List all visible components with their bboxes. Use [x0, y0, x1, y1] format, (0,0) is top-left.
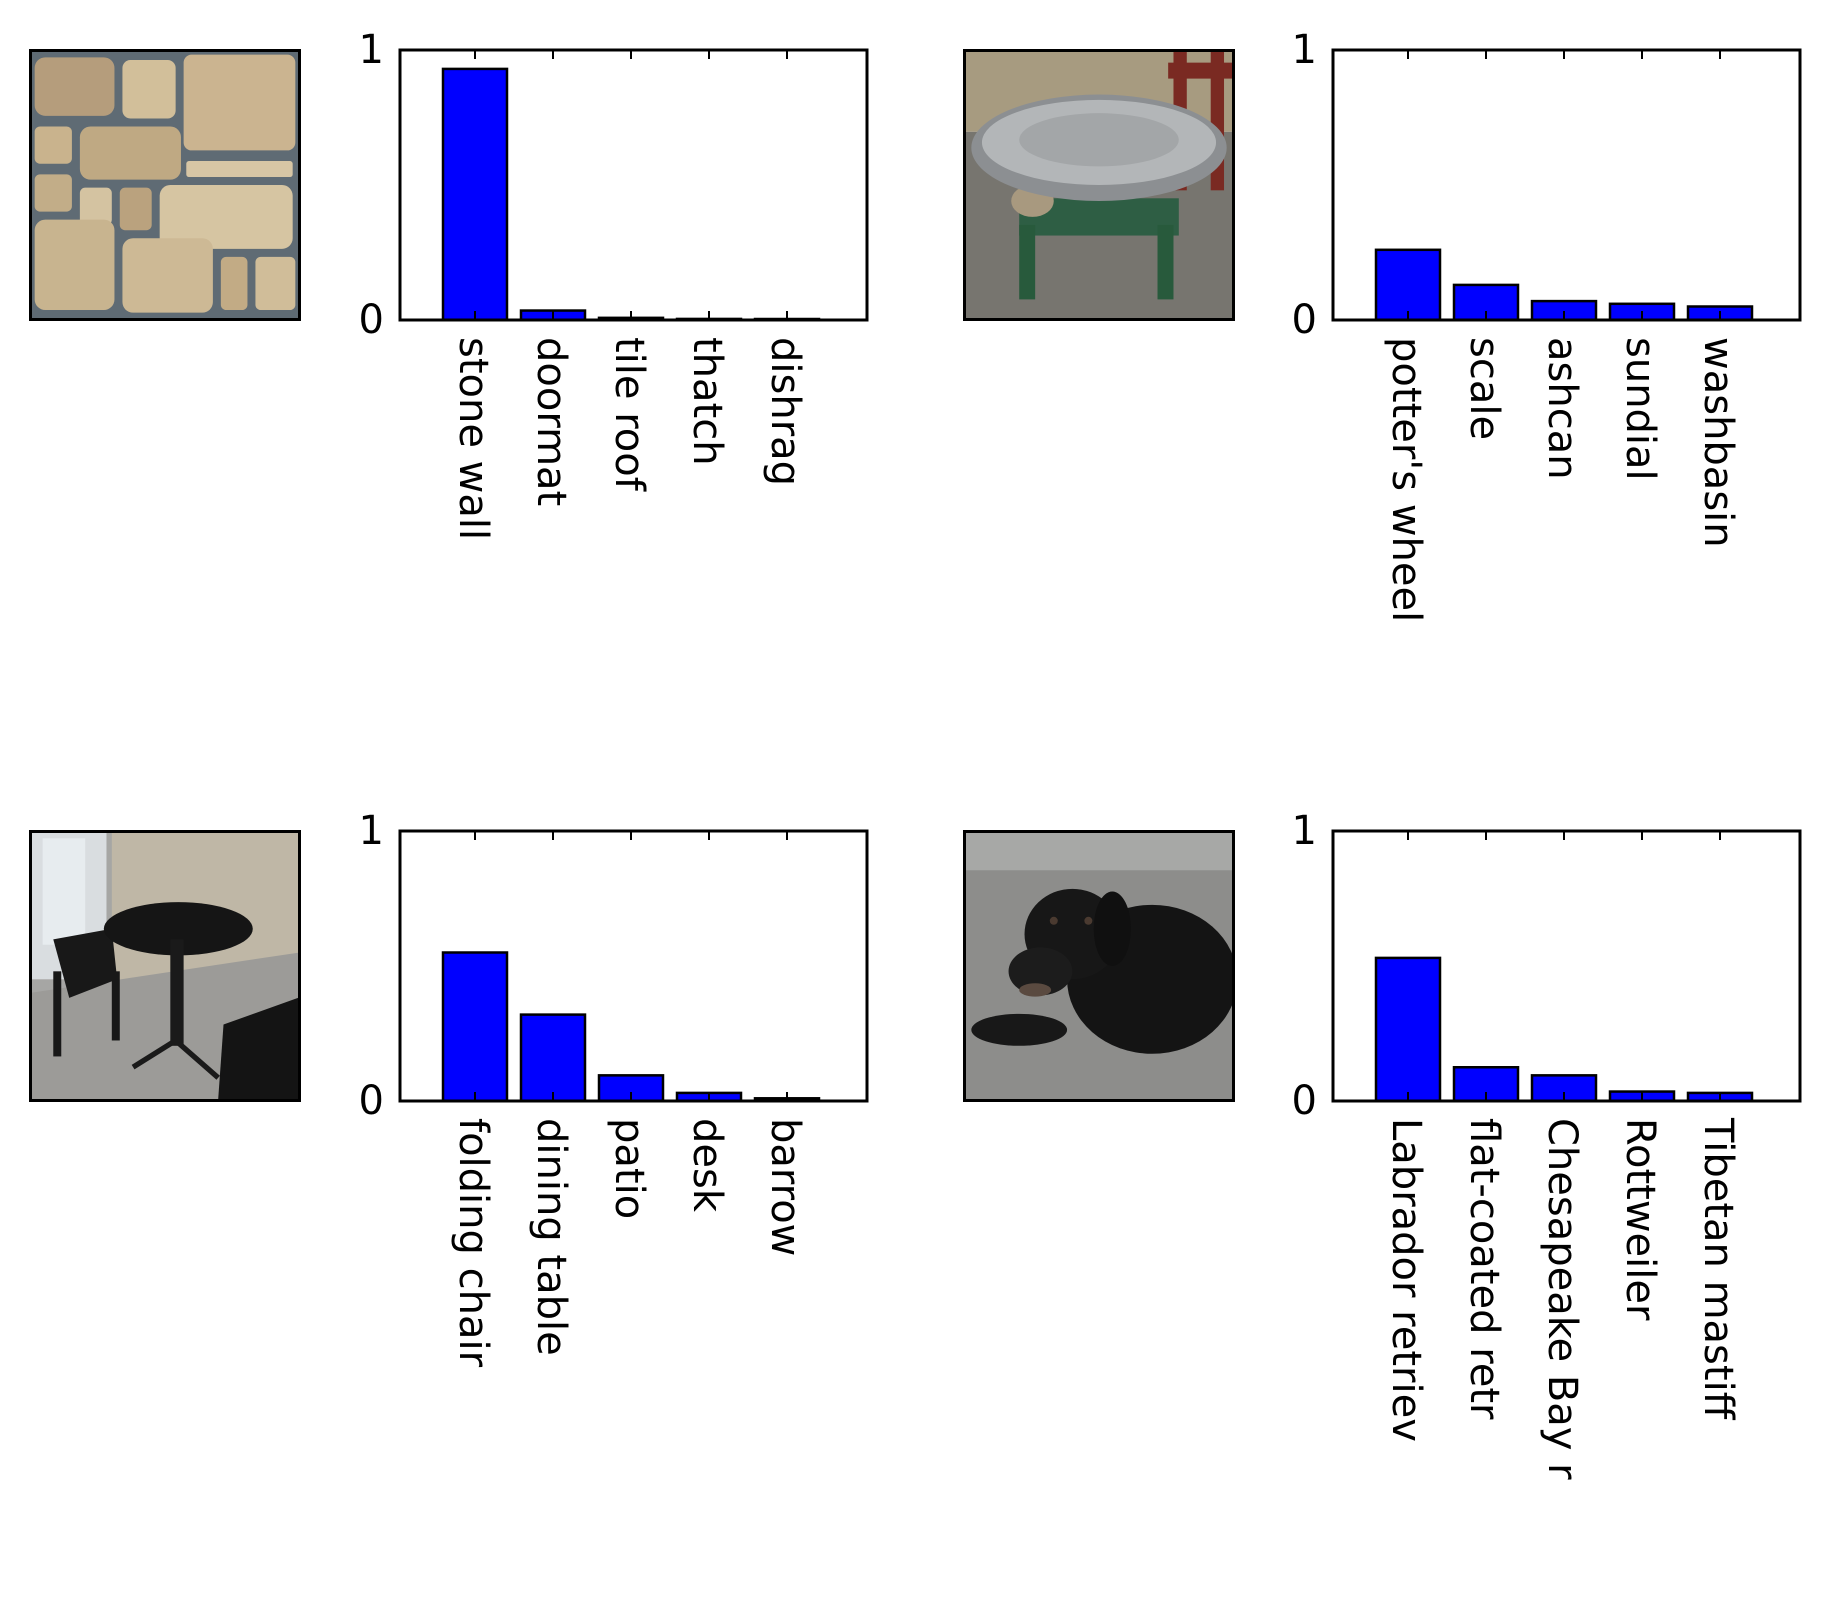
y-tick-label-max: 1 — [1292, 27, 1317, 73]
category-label: dining table — [528, 1118, 574, 1356]
bar-3-1 — [441, 951, 509, 1103]
patio-image — [32, 833, 298, 1099]
category-label: Labrador retriev — [1383, 1118, 1429, 1442]
category-label: patio — [606, 1118, 652, 1219]
y-tick-label-max: 1 — [1292, 808, 1317, 854]
bar-4-1 — [1374, 956, 1442, 1103]
axes-frame — [1331, 48, 1802, 322]
metal-table-thumbnail — [963, 49, 1235, 321]
category-label: doormat — [528, 337, 574, 506]
bar-1-1 — [441, 67, 509, 322]
bar-chart-3: folding chair dining table patio desk barrow… — [359, 808, 869, 1368]
category-label: dishrag — [762, 337, 808, 486]
category-label: stone wall — [450, 337, 496, 540]
y-tick-label-max: 1 — [359, 27, 384, 73]
axes-frame — [1331, 829, 1802, 1103]
stone-wall-image — [32, 52, 298, 318]
category-label: barrow — [762, 1118, 808, 1256]
dog-image — [966, 833, 1232, 1099]
category-label: potter's wheel — [1383, 337, 1429, 622]
category-label: Rottweiler — [1617, 1118, 1663, 1321]
y-tick-label-min: 0 — [359, 1078, 384, 1124]
bar-chart-2: potter's wheel scale ashcan sundial washbasi… — [1292, 27, 1802, 622]
stone-wall-thumbnail — [29, 49, 301, 321]
category-label: desk — [684, 1118, 730, 1213]
y-tick-label-min: 0 — [1292, 1078, 1317, 1124]
metal-table-image — [966, 52, 1232, 318]
category-label: flat-coated retr — [1461, 1118, 1507, 1420]
bar-chart-1: stone wall doormat tile roof thatch dishrag 1… — [359, 27, 869, 540]
y-tick-label-min: 0 — [359, 297, 384, 343]
category-label: Tibetan mastiff — [1695, 1117, 1741, 1421]
bar-2-1 — [1374, 248, 1442, 322]
axes-frame — [398, 48, 869, 322]
category-label: scale — [1461, 337, 1507, 440]
category-label: Chesapeake Bay r — [1539, 1118, 1585, 1480]
category-label: ashcan — [1539, 337, 1585, 480]
category-label: washbasin — [1695, 337, 1741, 548]
category-label: thatch — [684, 337, 730, 466]
category-label: sundial — [1617, 337, 1663, 481]
y-tick-label-min: 0 — [1292, 297, 1317, 343]
category-label: tile roof — [606, 337, 652, 492]
category-label: folding chair — [450, 1118, 496, 1368]
bar-chart-4: Labrador retriev flat-coated retr Chesapea… — [1292, 808, 1802, 1480]
y-tick-label-max: 1 — [359, 808, 384, 854]
bar-3-2 — [519, 1013, 587, 1103]
patio-thumbnail — [29, 830, 301, 1102]
axes-frame — [398, 829, 869, 1103]
dog-thumbnail — [963, 830, 1235, 1102]
